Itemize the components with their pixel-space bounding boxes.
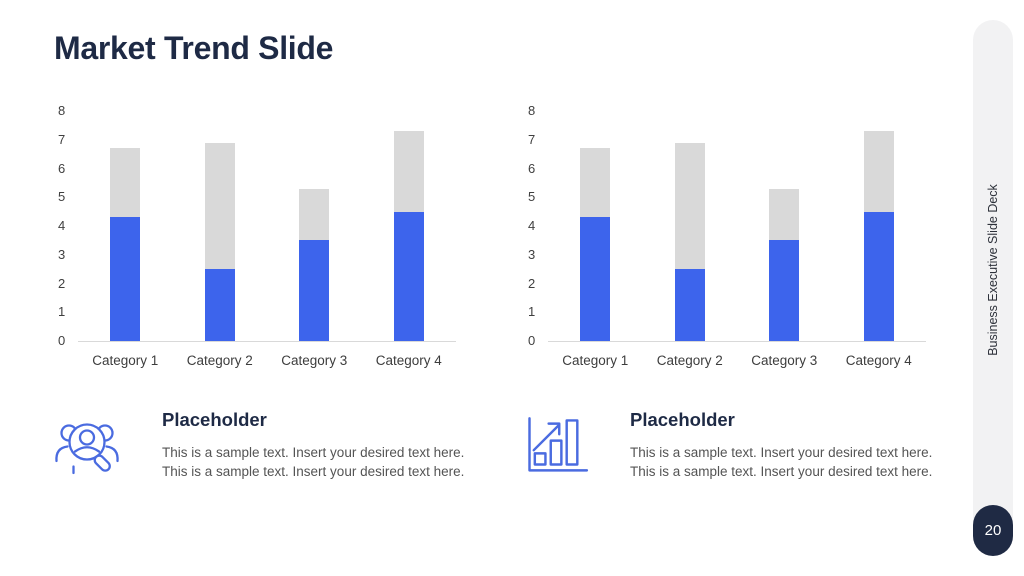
placeholder-title: Placeholder — [162, 409, 267, 430]
stacked-bar — [674, 142, 705, 341]
bar-segment-series-2-gray — [393, 131, 424, 212]
y-tick-label: 0 — [58, 333, 66, 348]
bar-segment-series-2-gray — [299, 188, 330, 241]
bar-slot — [643, 111, 738, 341]
y-tick-label: 8 — [528, 103, 536, 118]
bar-segment-series-1-blue — [863, 211, 894, 341]
x-category-label: Category 4 — [375, 353, 442, 368]
bar-slot — [548, 111, 643, 341]
bar-segment-series-2-gray — [580, 148, 611, 218]
bar-slot — [737, 111, 832, 341]
bar-segment-series-2-gray — [204, 142, 235, 270]
x-category-label: Category 4 — [845, 353, 912, 368]
stacked-bar — [204, 142, 235, 341]
x-category-label: Category 2 — [186, 353, 253, 368]
stacked-bar — [863, 131, 894, 341]
bar-slot — [832, 111, 927, 341]
y-tick-label: 3 — [58, 246, 66, 262]
growth-bar-chart-icon — [521, 412, 589, 482]
x-category-label: Category 3 — [281, 353, 348, 368]
bar-slot — [362, 111, 457, 341]
people-search-icon — [53, 412, 121, 482]
y-tick-label: 8 — [58, 103, 66, 118]
y-tick-label: 6 — [58, 160, 66, 176]
y-tick-label: 3 — [528, 246, 536, 262]
stacked-bar — [769, 188, 800, 341]
bar-segment-series-1-blue — [204, 269, 235, 341]
bar-segment-series-2-gray — [674, 142, 705, 270]
y-axis: 0 1 2 3 4 5 6 7 8 — [58, 103, 78, 348]
bar-segment-series-1-blue — [769, 240, 800, 341]
page-number-badge: 20 — [973, 505, 1013, 556]
bar-slot — [267, 111, 362, 341]
stacked-bar-chart-right: 0 1 2 3 4 5 6 7 8 Category 1 Category 2 Category 3… — [522, 103, 926, 386]
plot-area — [78, 111, 456, 342]
stacked-bar — [580, 148, 611, 341]
x-category-label: Category 2 — [656, 353, 723, 368]
y-tick-label: 4 — [58, 218, 66, 233]
x-category-label: Category 1 — [562, 353, 629, 368]
bar-segment-series-1-blue — [299, 240, 330, 341]
page-number: 20 — [984, 522, 1002, 539]
y-tick-label: 5 — [528, 189, 536, 205]
placeholder-block-right: Placeholder This is a sample text. Inser… — [630, 409, 944, 481]
x-category-label: Category 1 — [92, 353, 159, 368]
bar-segment-series-1-blue — [674, 269, 705, 341]
y-tick-label: 0 — [528, 333, 536, 348]
y-tick-label: 1 — [58, 304, 66, 320]
bar-slot — [78, 111, 173, 341]
stacked-bar — [110, 148, 141, 341]
bar-slot — [173, 111, 268, 341]
bar-segment-series-2-gray — [110, 148, 141, 218]
slide-title: Market Trend Slide — [54, 30, 334, 66]
bar-segment-series-2-gray — [863, 131, 894, 212]
bar-segment-series-1-blue — [580, 217, 611, 341]
y-tick-label: 2 — [58, 275, 66, 291]
stacked-bar-chart-left: 0 1 2 3 4 5 6 7 8 Category 1 Category 2 Category 3… — [52, 103, 456, 386]
x-axis-labels: Category 1 Category 2 Category 3 Category 4 — [548, 353, 926, 368]
y-tick-label: 1 — [528, 304, 536, 320]
stacked-bar — [299, 188, 330, 341]
stacked-bar — [393, 131, 424, 341]
x-axis-labels: Category 1 Category 2 Category 3 Category 4 — [78, 353, 456, 368]
bar-segment-series-2-gray — [769, 188, 800, 241]
placeholder-body: This is a sample text. Insert your desir… — [162, 445, 465, 479]
y-tick-label: 2 — [528, 275, 536, 291]
y-tick-label: 4 — [528, 218, 536, 233]
y-axis: 0 1 2 3 4 5 6 7 8 — [528, 103, 548, 348]
bar-segment-series-1-blue — [110, 217, 141, 341]
sidebar-deck-label: Business Executive Slide Deck — [986, 184, 1000, 356]
placeholder-title: Placeholder — [630, 409, 735, 430]
placeholder-body: This is a sample text. Insert your desir… — [630, 445, 933, 479]
x-category-label: Category 3 — [751, 353, 818, 368]
sidebar-pill: Business Executive Slide Deck — [973, 20, 1013, 552]
plot-area — [548, 111, 926, 342]
y-tick-label: 7 — [58, 131, 66, 147]
y-tick-label: 7 — [528, 131, 536, 147]
y-tick-label: 6 — [528, 160, 536, 176]
bar-segment-series-1-blue — [393, 211, 424, 341]
placeholder-block-left: Placeholder This is a sample text. Inser… — [162, 409, 476, 481]
y-tick-label: 5 — [58, 189, 66, 205]
